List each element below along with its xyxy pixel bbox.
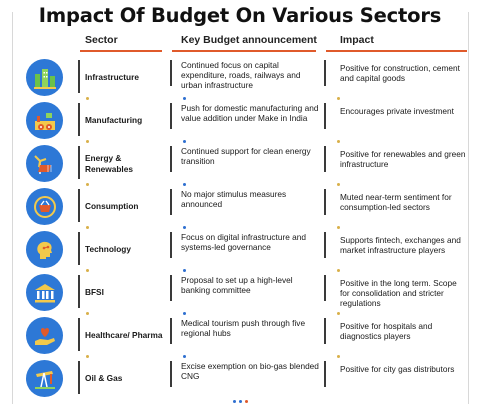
sector-name: Infrastructure xyxy=(85,72,139,83)
announcement-text: Medical tourism push through five region… xyxy=(181,318,306,338)
shopping-basket-icon xyxy=(26,188,63,225)
row-divider-dot xyxy=(183,97,186,100)
table-row: Consumption No major stimulus measures a… xyxy=(0,185,480,228)
sector-name: Energy & Renewables xyxy=(85,153,133,174)
sector-name: Healthcare/ Pharma xyxy=(85,330,163,341)
wind-solar-energy-icon xyxy=(26,145,63,182)
table-row: Technology Focus on digital infrastructu… xyxy=(0,228,480,271)
column-separator-line xyxy=(324,189,326,215)
row-divider-dot xyxy=(337,226,340,229)
header-impact: Impact xyxy=(340,34,374,46)
row-divider-dot xyxy=(86,140,89,143)
sector-table: Infrastructure Continued focus on capita… xyxy=(0,56,480,400)
impact-text: Positive for construction, cement and ca… xyxy=(340,63,460,83)
factory-gears-icon xyxy=(26,102,63,139)
column-separator-line xyxy=(324,103,326,129)
row-divider-dot xyxy=(337,140,340,143)
column-separator-line xyxy=(170,361,172,387)
table-row: Energy & Renewables Continued support fo… xyxy=(0,142,480,185)
announcement-text: Continued focus on capital expenditure, … xyxy=(181,60,301,90)
sector-name: Oil & Gas xyxy=(85,373,123,384)
column-separator-line xyxy=(170,146,172,172)
header-rule-sector xyxy=(80,50,162,52)
row-divider-dot xyxy=(86,312,89,315)
announcement-text: Focus on digital infrastructure and syst… xyxy=(181,232,306,252)
city-buildings-icon xyxy=(26,59,63,96)
column-separator-line xyxy=(324,60,326,86)
column-separator-line xyxy=(324,146,326,172)
column-separator-line xyxy=(170,275,172,301)
row-divider-dot xyxy=(86,226,89,229)
table-row: Healthcare/ Pharma Medical tourism push … xyxy=(0,314,480,357)
frame-right-border xyxy=(468,12,469,404)
row-divider-dot xyxy=(86,355,89,358)
impact-text: Muted near-term sentiment for consumptio… xyxy=(340,192,452,212)
sector-name: BFSI xyxy=(85,287,104,298)
header-announcement: Key Budget announcement xyxy=(181,34,317,46)
column-separator-line xyxy=(78,146,80,179)
hand-heart-care-icon xyxy=(26,317,63,354)
row-divider-dot xyxy=(86,183,89,186)
column-separator-line xyxy=(324,318,326,344)
row-divider-dot xyxy=(337,183,340,186)
table-row: Infrastructure Continued focus on capita… xyxy=(0,56,480,99)
impact-text: Encourages private investment xyxy=(340,106,454,116)
sector-name: Technology xyxy=(85,244,131,255)
header-sector: Sector xyxy=(85,34,118,46)
column-separator-line xyxy=(78,103,80,136)
column-separator-line xyxy=(78,189,80,222)
header-rule-announcement xyxy=(172,50,316,52)
announcement-text: Push for domestic manufacturing and valu… xyxy=(181,103,319,123)
column-separator-line xyxy=(78,60,80,93)
oil-pump-jack-icon xyxy=(26,360,63,397)
page-dot xyxy=(244,400,248,403)
row-divider-dot xyxy=(183,269,186,272)
column-separator-line xyxy=(78,361,80,394)
column-separator-line xyxy=(170,189,172,215)
column-separator-line xyxy=(170,103,172,129)
column-separator-line xyxy=(324,361,326,387)
announcement-text: Proposal to set up a high-level banking … xyxy=(181,275,293,295)
column-separator-line xyxy=(78,275,80,308)
header-rule-impact xyxy=(326,50,467,52)
impact-text: Positive in the long term. Scope for con… xyxy=(340,278,457,308)
impact-text: Supports fintech, exchanges and market i… xyxy=(340,235,461,255)
page-dot xyxy=(238,400,242,403)
bank-building-icon xyxy=(26,274,63,311)
page-title: Impact Of Budget On Various Sectors xyxy=(38,4,442,27)
sector-name: Manufacturing xyxy=(85,115,143,126)
tech-head-circuit-icon xyxy=(26,231,63,268)
impact-text: Positive for hospitals and diagnostics p… xyxy=(340,321,433,341)
page-indicator xyxy=(0,400,480,403)
row-divider-dot xyxy=(183,183,186,186)
column-separator-line xyxy=(170,232,172,258)
table-row: BFSI Proposal to set up a high-level ban… xyxy=(0,271,480,314)
row-divider-dot xyxy=(337,269,340,272)
row-divider-dot xyxy=(86,97,89,100)
row-divider-dot xyxy=(337,312,340,315)
announcement-text: No major stimulus measures announced xyxy=(181,189,287,209)
row-divider-dot xyxy=(337,355,340,358)
column-separator-line xyxy=(170,60,172,86)
row-divider-dot xyxy=(86,269,89,272)
announcement-text: Excise exemption on bio-gas blended CNG xyxy=(181,361,319,381)
page-dot xyxy=(232,400,236,403)
table-row: Oil & Gas Excise exemption on bio-gas bl… xyxy=(0,357,480,400)
column-separator-line xyxy=(170,318,172,344)
impact-text: Positive for renewables and green infras… xyxy=(340,149,466,169)
table-row: Manufacturing Push for domestic manufact… xyxy=(0,99,480,142)
sector-name: Consumption xyxy=(85,201,139,212)
announcement-text: Continued support for clean energy trans… xyxy=(181,146,311,166)
column-separator-line xyxy=(324,232,326,258)
row-divider-dot xyxy=(183,355,186,358)
row-divider-dot xyxy=(183,312,186,315)
impact-text: Positive for city gas distributors xyxy=(340,364,455,374)
row-divider-dot xyxy=(183,226,186,229)
row-divider-dot xyxy=(337,97,340,100)
frame-left-border xyxy=(12,12,13,404)
column-separator-line xyxy=(324,275,326,301)
column-separator-line xyxy=(78,232,80,265)
column-separator-line xyxy=(78,318,80,351)
row-divider-dot xyxy=(183,140,186,143)
